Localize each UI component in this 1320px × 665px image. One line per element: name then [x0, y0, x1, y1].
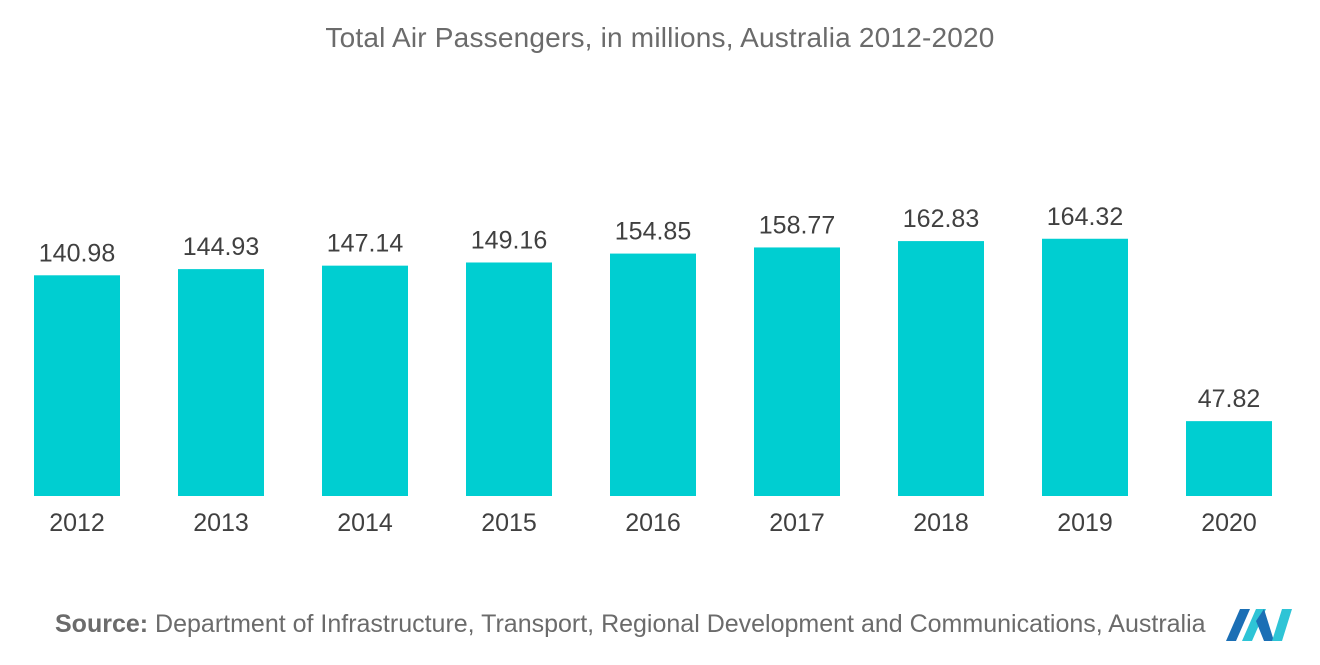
- x-tick-label-2013: 2013: [193, 509, 249, 537]
- source-note: Source: Department of Infrastructure, Tr…: [55, 610, 1225, 639]
- chart-title: Total Air Passengers, in millions, Austr…: [325, 22, 995, 53]
- value-label-2014: 147.14: [327, 230, 404, 258]
- bar-2012: [34, 275, 120, 496]
- source-text: Department of Infrastructure, Transport,…: [155, 610, 1206, 638]
- bar-2015: [466, 262, 552, 496]
- value-label-2018: 162.83: [903, 205, 979, 233]
- x-tick-label-2016: 2016: [625, 509, 681, 537]
- value-label-2013: 144.93: [183, 233, 259, 261]
- bar-2018: [898, 241, 984, 496]
- bar-2013: [178, 269, 264, 496]
- x-tick-label-2018: 2018: [913, 509, 969, 537]
- x-tick-label-2014: 2014: [337, 509, 393, 537]
- value-label-2020: 47.82: [1198, 385, 1261, 413]
- source-label: Source:: [55, 610, 149, 638]
- x-tick-label-2012: 2012: [49, 509, 105, 537]
- bar-2016: [610, 253, 696, 496]
- value-label-2012: 140.98: [39, 239, 115, 267]
- value-label-2019: 164.32: [1047, 203, 1123, 231]
- x-tick-label-2017: 2017: [769, 509, 825, 537]
- bar-2017: [754, 247, 840, 496]
- bar-2019: [1042, 238, 1128, 497]
- bar-2020: [1186, 421, 1272, 496]
- x-tick-label-2015: 2015: [481, 509, 537, 537]
- x-tick-label-2019: 2019: [1057, 509, 1113, 537]
- value-label-2016: 154.85: [615, 218, 691, 246]
- value-label-2015: 149.16: [471, 226, 547, 254]
- value-label-2017: 158.77: [759, 211, 835, 239]
- bar-2014: [322, 265, 408, 496]
- company-logo-icon: [1226, 609, 1292, 641]
- x-tick-label-2020: 2020: [1201, 509, 1257, 537]
- bar-chart: 140.98 2012 144.93 2013 147.14 2014 149.16 2015…: [34, 203, 1272, 537]
